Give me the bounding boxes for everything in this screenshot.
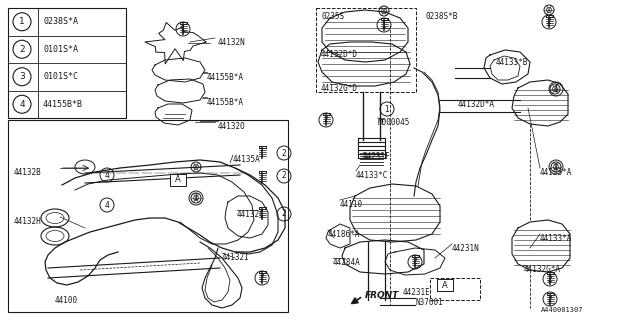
Text: 44155B*A: 44155B*A: [207, 73, 244, 82]
Text: 0238S*A: 0238S*A: [43, 17, 78, 26]
Text: 0101S*C: 0101S*C: [43, 72, 78, 81]
Text: 44132B: 44132B: [14, 168, 42, 177]
Text: 44284A: 44284A: [333, 258, 361, 267]
Text: 2: 2: [282, 148, 286, 157]
Text: 2: 2: [19, 45, 25, 54]
Text: 44132C: 44132C: [237, 210, 265, 219]
Text: 44133*C: 44133*C: [356, 171, 388, 180]
Text: 1: 1: [554, 163, 558, 172]
Text: 44231N: 44231N: [452, 244, 480, 253]
Text: 0101S*A: 0101S*A: [43, 45, 78, 54]
Text: 4: 4: [19, 100, 25, 109]
Text: 44132D*A: 44132D*A: [458, 100, 495, 109]
Text: 3: 3: [19, 72, 25, 81]
Text: 2: 2: [413, 258, 417, 267]
Text: 1: 1: [19, 17, 25, 26]
Text: 44110: 44110: [340, 200, 363, 209]
Text: 44133*B: 44133*B: [496, 58, 529, 67]
Text: 1: 1: [180, 25, 186, 34]
Text: 44132I: 44132I: [222, 253, 250, 262]
Text: 4: 4: [104, 201, 109, 210]
Text: 44231F: 44231F: [363, 152, 391, 161]
FancyBboxPatch shape: [8, 8, 126, 118]
Text: 44133*A: 44133*A: [540, 234, 572, 243]
Text: A: A: [442, 281, 448, 290]
Text: A440001307: A440001307: [541, 307, 584, 313]
Text: 2: 2: [260, 274, 264, 283]
Text: 1: 1: [194, 194, 198, 203]
Text: 44135A: 44135A: [233, 155, 260, 164]
Text: N37001: N37001: [415, 298, 443, 307]
Text: 2: 2: [282, 172, 286, 180]
Text: 44155B*A: 44155B*A: [207, 98, 244, 107]
Text: 44231E: 44231E: [403, 288, 431, 297]
Text: M000045: M000045: [378, 118, 410, 127]
Text: A: A: [175, 175, 181, 185]
Text: 0235S: 0235S: [321, 12, 344, 21]
Text: 44132G*D: 44132G*D: [321, 84, 358, 93]
Text: 1: 1: [554, 84, 558, 93]
Text: 2: 2: [547, 18, 552, 27]
Text: FRONT: FRONT: [365, 291, 399, 300]
Text: 44132H: 44132H: [14, 217, 42, 226]
Text: 0238S*B: 0238S*B: [425, 12, 458, 21]
Text: 2: 2: [548, 275, 552, 284]
Text: 2: 2: [324, 116, 328, 124]
FancyBboxPatch shape: [170, 173, 186, 186]
Text: 44132D*D: 44132D*D: [321, 50, 358, 59]
Text: 44133*A: 44133*A: [540, 168, 572, 177]
Text: 1: 1: [385, 105, 389, 114]
Text: 44132O: 44132O: [218, 122, 246, 131]
Text: 44132G*A: 44132G*A: [524, 265, 561, 274]
Text: 44155B*B: 44155B*B: [43, 100, 83, 109]
Text: 44132N: 44132N: [218, 38, 246, 47]
Text: 44100: 44100: [55, 296, 78, 305]
Text: 1: 1: [381, 20, 387, 29]
FancyBboxPatch shape: [437, 279, 453, 292]
Text: 44186*A: 44186*A: [328, 230, 360, 239]
Text: 4: 4: [104, 171, 109, 180]
Text: 2: 2: [548, 294, 552, 303]
Text: 2: 2: [282, 210, 286, 219]
